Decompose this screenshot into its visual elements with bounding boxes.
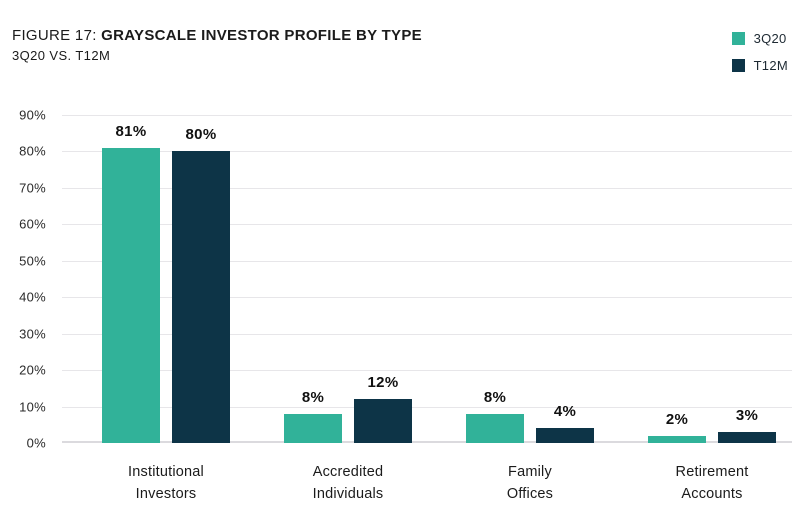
x-axis-labels: Institutional Investors Accredited Indivi… (62, 461, 792, 511)
bar-3q20-1 (102, 147, 160, 443)
y-tick-label: 10% (19, 399, 46, 415)
y-tick-label: 70% (19, 180, 46, 196)
bar-value-label: 4% (553, 403, 577, 421)
chart-legend: 3Q20 T12M (731, 31, 788, 73)
bar-3q20-4 (648, 435, 706, 443)
y-tick-label: 80% (19, 143, 46, 159)
bar-t12m-1 (172, 151, 230, 443)
plot-area: 81% 80% 8% 12% 8% 4% 2% 3% (62, 115, 792, 443)
bar-value-label: 81% (115, 122, 147, 140)
bar-value-label: 2% (665, 410, 689, 428)
legend-label-t12m: T12M (753, 58, 788, 73)
gridline (62, 188, 792, 189)
legend-item-t12m: T12M (731, 58, 788, 73)
legend-item-3q20: 3Q20 (731, 31, 788, 46)
bar-value-label: 3% (735, 407, 759, 425)
bar-t12m-3 (536, 428, 594, 443)
bar-3q20-2 (284, 413, 342, 443)
y-tick-label: 20% (19, 362, 46, 378)
bar-t12m-2 (354, 399, 412, 443)
x-category-label: Retirement Accounts (675, 464, 749, 502)
figure-title: FIGURE 17: GRAYSCALE INVESTOR PROFILE BY… (12, 27, 422, 44)
bar-value-label: 8% (301, 388, 325, 406)
x-category-label: Family Offices (506, 464, 554, 502)
gridlines (62, 115, 792, 443)
y-tick-label: 0% (26, 435, 46, 451)
figure-title-text: GRAYSCALE INVESTOR PROFILE BY TYPE (101, 27, 422, 44)
y-axis-labels: 90% 80% 70% 60% 50% 40% 30% 20% 10% 0% (0, 108, 46, 451)
gridline (62, 334, 792, 335)
legend-swatch-3q20 (731, 32, 745, 45)
bars-layer: 81% 80% 8% 12% 8% 4% 2% 3% (62, 115, 792, 443)
bar-3q20-3 (466, 413, 524, 443)
figure-label: FIGURE 17: (12, 27, 97, 44)
bar-t12m-4 (718, 432, 776, 443)
y-tick-label: 90% (19, 107, 46, 123)
gridline (62, 407, 792, 408)
bar-value-label: 8% (483, 388, 507, 406)
x-category-label: Institutional Investors (128, 464, 204, 502)
y-tick-label: 40% (19, 289, 46, 305)
gridline (62, 261, 792, 262)
legend-swatch-t12m (731, 59, 745, 72)
gridline (62, 151, 792, 152)
legend-label-3q20: 3Q20 (753, 31, 787, 46)
gridline (62, 115, 792, 116)
chart-header: FIGURE 17: GRAYSCALE INVESTOR PROFILE BY… (12, 27, 422, 63)
y-tick-label: 50% (19, 253, 46, 269)
figure-subtitle: 3Q20 VS. T12M (12, 48, 111, 63)
gridline (62, 224, 792, 225)
gridline (62, 370, 792, 371)
gridline (62, 297, 792, 298)
x-category-label: Accredited Individuals (312, 464, 384, 502)
x-axis-baseline (62, 441, 792, 443)
bar-value-label: 80% (185, 126, 217, 144)
bar-value-label: 12% (367, 374, 399, 392)
y-tick-label: 60% (19, 216, 46, 232)
y-tick-label: 30% (19, 326, 46, 342)
